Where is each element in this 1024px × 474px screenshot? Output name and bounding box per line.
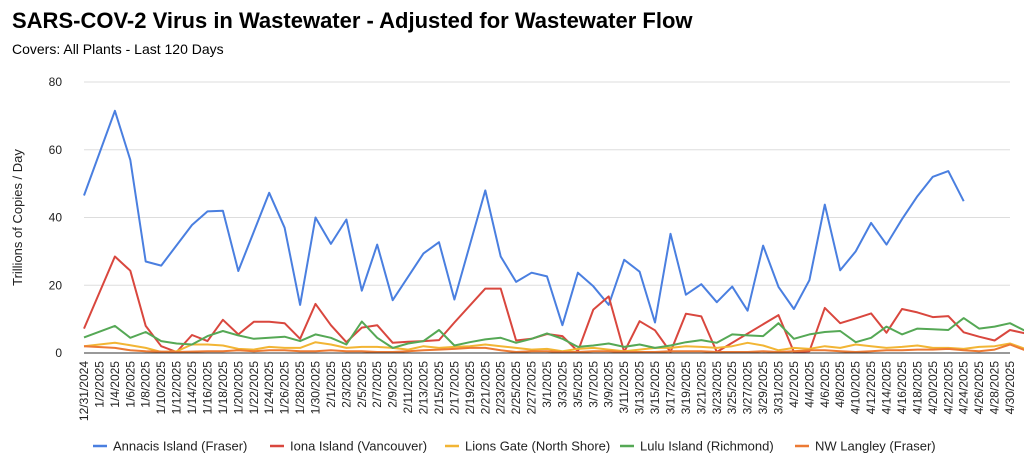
x-tick-label: 3/23/2025	[710, 361, 724, 415]
x-tick-label: 2/7/2025	[370, 361, 384, 408]
x-tick-label: 1/4/2025	[108, 361, 122, 408]
series-line-4	[83, 343, 1024, 353]
x-tick-label: 2/23/2025	[494, 361, 508, 415]
series-lines	[83, 109, 1024, 353]
legend-label: NW Langley (Fraser)	[815, 439, 936, 454]
legend-label: Annacis Island (Fraser)	[113, 439, 247, 454]
x-tick-label: 2/3/2025	[339, 361, 353, 408]
x-tick-label: 2/25/2025	[509, 361, 523, 415]
x-tick-label: 3/31/2025	[772, 361, 786, 415]
x-tick-label: 2/11/2025	[401, 361, 415, 414]
legend-label: Iona Island (Vancouver)	[290, 439, 427, 454]
y-tick-label: 40	[49, 211, 63, 225]
x-tick-label: 4/24/2025	[957, 361, 971, 415]
x-tick-label: 3/13/2025	[633, 361, 647, 415]
x-tick-label: 2/9/2025	[386, 361, 400, 408]
x-tick-label: 3/25/2025	[725, 361, 739, 415]
x-tick-label: 4/10/2025	[849, 361, 863, 415]
x-tick-label: 2/1/2025	[324, 361, 338, 408]
chart-subtitle: Covers: All Plants - Last 120 Days	[12, 41, 224, 57]
x-tick-label: 4/4/2025	[802, 361, 816, 408]
y-axis-label: Trillions of Copies / Day	[10, 149, 25, 286]
y-tick-label: 80	[49, 75, 63, 89]
x-tick-label: 1/6/2025	[123, 361, 137, 408]
x-tick-label: 1/2/2025	[92, 361, 106, 408]
series-line-1	[83, 255, 1024, 353]
x-tick-label: 4/20/2025	[926, 361, 940, 415]
legend-label: Lulu Island (Richmond)	[640, 439, 774, 454]
x-tick-label: 1/14/2025	[185, 361, 199, 415]
x-tick-label: 4/26/2025	[972, 361, 986, 415]
series-line-0	[83, 109, 965, 327]
legend: Annacis Island (Fraser) Iona Island (Vanc…	[93, 439, 936, 454]
y-tick-label: 0	[55, 346, 62, 360]
x-tick-label: 4/2/2025	[787, 361, 801, 408]
x-tick-label: 12/31/2024	[77, 361, 91, 421]
x-tick-label: 1/20/2025	[231, 361, 245, 415]
y-axis-ticks: 0 20 40 60 80	[49, 75, 63, 360]
x-tick-label: 1/24/2025	[262, 361, 276, 415]
x-tick-label: 1/22/2025	[247, 361, 261, 415]
x-tick-label: 2/19/2025	[463, 361, 477, 415]
x-tick-label: 3/1/2025	[540, 361, 554, 408]
x-tick-label: 2/15/2025	[432, 361, 446, 415]
chart-title: SARS-COV-2 Virus in Wastewater - Adjuste…	[12, 8, 693, 33]
x-tick-label: 1/26/2025	[278, 361, 292, 415]
x-tick-label: 4/16/2025	[895, 361, 909, 415]
x-tick-label: 1/16/2025	[200, 361, 214, 415]
x-tick-label: 3/3/2025	[555, 361, 569, 408]
x-tick-label: 2/21/2025	[478, 361, 492, 415]
x-tick-label: 4/22/2025	[941, 361, 955, 415]
x-tick-label: 3/17/2025	[663, 361, 677, 415]
gridlines	[84, 81, 1010, 354]
x-tick-label: 3/9/2025	[602, 361, 616, 408]
x-tick-label: 4/6/2025	[818, 361, 832, 408]
x-tick-label: 3/19/2025	[679, 361, 693, 415]
x-tick-label: 3/11/2025	[617, 361, 631, 414]
x-tick-label: 4/28/2025	[988, 361, 1002, 415]
x-tick-label: 3/7/2025	[586, 361, 600, 408]
x-tick-label: 2/17/2025	[447, 361, 461, 415]
x-tick-label: 3/5/2025	[571, 361, 585, 408]
x-tick-label: 2/5/2025	[355, 361, 369, 408]
x-tick-label: 1/18/2025	[216, 361, 230, 415]
x-tick-label: 1/30/2025	[309, 361, 323, 415]
x-tick-label: 3/29/2025	[756, 361, 770, 415]
x-tick-label: 2/13/2025	[417, 361, 431, 415]
series-line-3	[83, 317, 1024, 349]
x-tick-label: 1/28/2025	[293, 361, 307, 415]
x-tick-label: 1/8/2025	[139, 361, 153, 408]
y-tick-label: 60	[49, 143, 63, 157]
x-tick-label: 4/30/2025	[1003, 361, 1017, 415]
legend-label: Lions Gate (North Shore)	[465, 439, 610, 454]
x-tick-label: 3/21/2025	[694, 361, 708, 415]
x-tick-label: 1/12/2025	[170, 361, 184, 415]
x-tick-label: 4/12/2025	[864, 361, 878, 415]
x-tick-label: 4/8/2025	[833, 361, 847, 408]
x-tick-label: 3/15/2025	[648, 361, 662, 415]
x-axis-ticks: 12/31/2024 1/2/2025 1/4/2025 1/6/2025 1/8/20…	[77, 361, 1017, 421]
x-tick-label: 4/14/2025	[880, 361, 894, 415]
x-tick-label: 1/10/2025	[154, 361, 168, 415]
x-tick-label: 2/27/2025	[525, 361, 539, 415]
y-tick-label: 20	[49, 278, 63, 292]
x-tick-label: 4/18/2025	[910, 361, 924, 415]
x-tick-label: 3/27/2025	[741, 361, 755, 415]
